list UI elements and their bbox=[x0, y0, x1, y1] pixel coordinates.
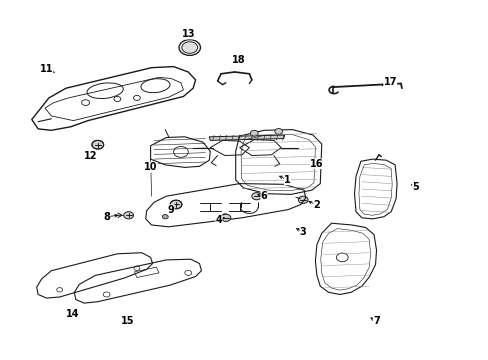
Text: 7: 7 bbox=[372, 316, 379, 326]
Circle shape bbox=[162, 215, 168, 219]
Text: 15: 15 bbox=[121, 316, 135, 326]
Text: 12: 12 bbox=[83, 150, 97, 161]
Text: 16: 16 bbox=[309, 159, 323, 169]
Text: 3: 3 bbox=[299, 227, 306, 237]
Circle shape bbox=[92, 140, 103, 149]
Polygon shape bbox=[209, 135, 284, 140]
Text: 18: 18 bbox=[231, 55, 245, 66]
Circle shape bbox=[170, 200, 182, 209]
Text: 8: 8 bbox=[103, 212, 110, 222]
Text: 2: 2 bbox=[313, 200, 320, 210]
Text: 17: 17 bbox=[383, 77, 396, 87]
Text: 1: 1 bbox=[284, 175, 290, 185]
Text: 13: 13 bbox=[181, 29, 195, 39]
Text: 10: 10 bbox=[143, 162, 157, 172]
Text: 14: 14 bbox=[65, 309, 79, 319]
Text: 6: 6 bbox=[260, 191, 267, 201]
Text: 11: 11 bbox=[40, 64, 53, 74]
Text: 9: 9 bbox=[167, 204, 174, 215]
Circle shape bbox=[250, 130, 258, 136]
Circle shape bbox=[298, 196, 307, 203]
Circle shape bbox=[123, 212, 133, 219]
Circle shape bbox=[221, 214, 230, 221]
Circle shape bbox=[251, 193, 261, 200]
Circle shape bbox=[179, 40, 200, 55]
Text: 4: 4 bbox=[215, 215, 222, 225]
Circle shape bbox=[222, 214, 227, 218]
Text: 5: 5 bbox=[411, 182, 418, 192]
Circle shape bbox=[274, 129, 282, 134]
